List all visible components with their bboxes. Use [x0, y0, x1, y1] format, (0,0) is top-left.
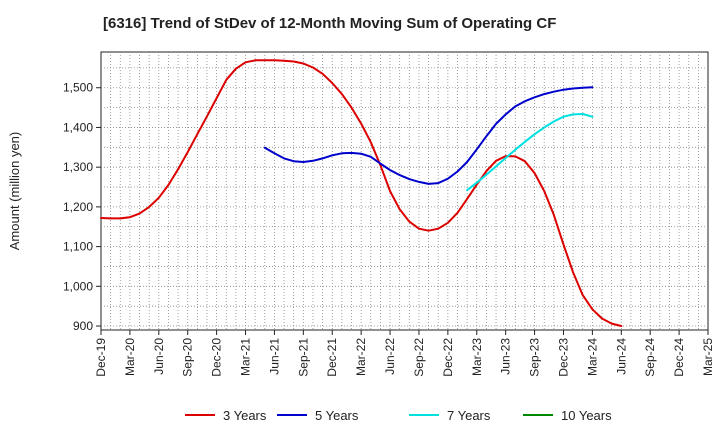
- legend: 3 Years 5 Years 7 Years 10 Years: [185, 408, 612, 423]
- x-tick-label: Sep-23: [528, 338, 542, 377]
- x-tick-label: Dec-22: [441, 338, 455, 377]
- x-tick-label: Dec-23: [556, 338, 570, 377]
- x-tick-label: Sep-20: [181, 338, 195, 377]
- x-tick-label: Dec-24: [672, 338, 686, 377]
- series-line-3-years: [100, 59, 623, 327]
- x-tick-label: Mar-22: [354, 338, 368, 376]
- x-tick-label: Jun-21: [267, 338, 281, 375]
- x-tick-label: Jun-24: [614, 338, 628, 375]
- x-axis: Dec-19 Mar-20 Jun-20 Sep-20 Dec-20 Mar-21 Jun-…: [94, 330, 715, 377]
- chart-title: [6316] Trend of StDev of 12-Month Moving…: [103, 15, 556, 32]
- y-tick-label: 1,300: [63, 160, 93, 174]
- x-tick-label: Jun-22: [383, 338, 397, 375]
- x-tick-label: Jun-23: [499, 338, 513, 375]
- y-tick-label: 1,500: [63, 81, 93, 95]
- grid: [101, 52, 708, 330]
- y-tick-label: 1,100: [63, 240, 93, 254]
- series-line-7-years: [466, 113, 594, 192]
- x-tick-label: Mar-21: [239, 338, 253, 376]
- plot-area: [100, 51, 709, 331]
- y-tick-label: 1,400: [63, 120, 93, 134]
- y-axis: 900 1,000 1,100 1,200 1,300 1,400 1,500: [63, 81, 101, 333]
- legend-label: 5 Years: [315, 408, 359, 423]
- legend-label: 3 Years: [223, 408, 267, 423]
- x-tick-label: Dec-19: [94, 338, 108, 377]
- x-tick-label: Jun-20: [152, 338, 166, 375]
- y-tick-label: 1,000: [63, 279, 93, 293]
- x-tick-label: Mar-23: [470, 338, 484, 376]
- x-tick-label: Mar-24: [585, 338, 599, 376]
- series-line-5-years: [263, 86, 594, 185]
- x-tick-label: Sep-22: [412, 338, 426, 377]
- y-axis-label: Amount (million yen): [7, 132, 22, 251]
- x-tick-label: Sep-24: [643, 338, 657, 377]
- y-tick-label: 1,200: [63, 200, 93, 214]
- x-tick-label: Dec-20: [210, 338, 224, 377]
- legend-label: 7 Years: [447, 408, 491, 423]
- x-tick-label: Dec-21: [325, 338, 339, 377]
- series-lines: [100, 59, 623, 327]
- legend-label: 10 Years: [561, 408, 612, 423]
- x-tick-label: Mar-25: [701, 338, 715, 376]
- x-tick-label: Sep-21: [296, 338, 310, 377]
- x-tick-label: Mar-20: [123, 338, 137, 376]
- y-tick-label: 900: [73, 319, 93, 333]
